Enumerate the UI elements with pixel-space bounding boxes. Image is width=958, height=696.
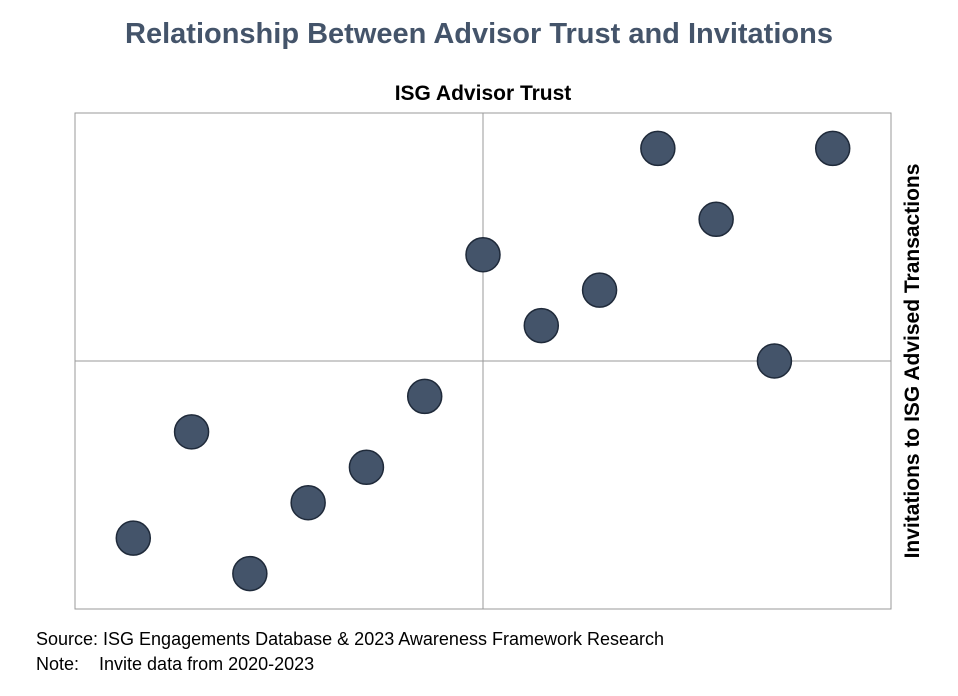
data-point-7 [465, 236, 501, 273]
data-point-9 [581, 272, 618, 308]
data-point-5 [348, 449, 385, 486]
data-point-4 [290, 484, 326, 521]
source-note: Source: ISG Engagements Database & 2023 … [36, 629, 664, 649]
chart-title: Relationship Between Advisor Trust and I… [125, 18, 833, 50]
data-point-10 [640, 130, 676, 167]
x-axis-label: ISG Advisor Trust [394, 82, 572, 105]
data-point-3 [232, 555, 268, 592]
data-point-8 [523, 307, 560, 344]
data-note: Note: Invite data from 2020-2023 [36, 654, 315, 674]
data-point-13 [814, 130, 851, 167]
data-point-12 [756, 343, 793, 379]
data-point-6 [406, 378, 443, 415]
data-point-11 [698, 201, 734, 238]
data-points [115, 130, 851, 592]
data-point-2 [173, 414, 210, 450]
data-point-1 [115, 520, 152, 556]
